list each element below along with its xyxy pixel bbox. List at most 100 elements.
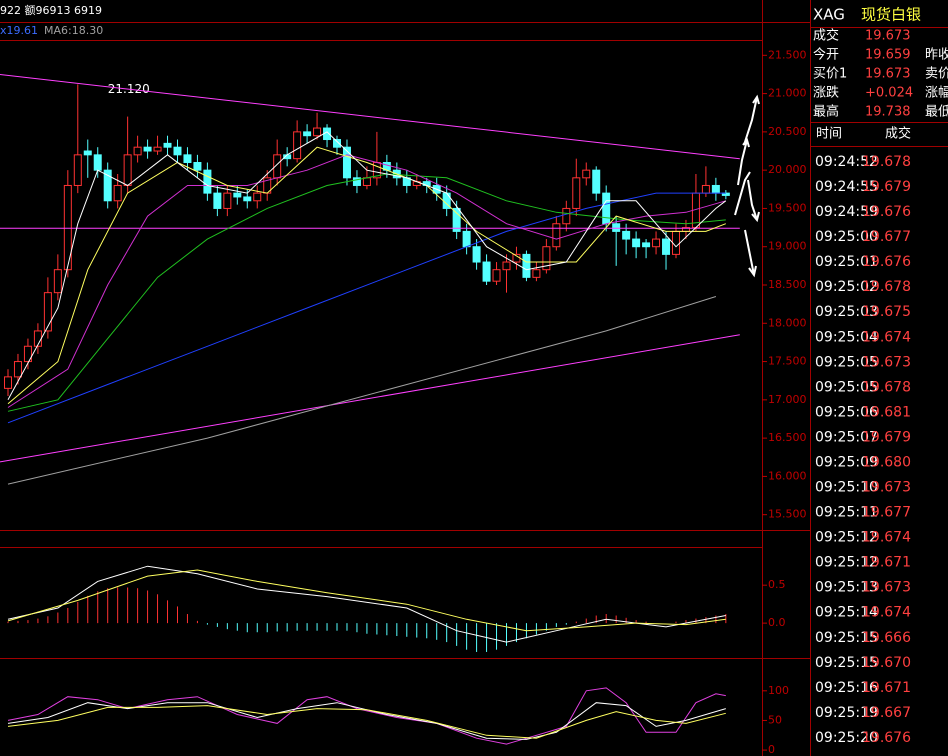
tick-time: 09:25:19 (815, 705, 878, 721)
tick-time: 09:25:01 (815, 254, 878, 270)
quote-label: 买价1 (813, 67, 847, 82)
y-tick-label: 0.5 (768, 578, 786, 591)
tick-price: 19.676 (862, 730, 911, 746)
candle-body (113, 184, 122, 202)
tick-time: 09:25:15 (815, 630, 878, 646)
candle-body (23, 345, 32, 363)
candle-body (502, 261, 511, 271)
tick-time: 09:25:13 (815, 580, 878, 596)
tick-price: 19.673 (862, 580, 911, 596)
tick-price: 19.676 (862, 254, 911, 270)
candle-body (362, 177, 371, 186)
tick-price: 19.678 (862, 379, 911, 395)
candle-body (143, 146, 152, 152)
candle-body (93, 154, 102, 171)
candle-body (4, 376, 12, 389)
quote-label: 成交 (813, 28, 839, 44)
symbol: XAG (813, 6, 845, 24)
tick-time: 09:24:59 (815, 204, 878, 220)
tick-price: 19.671 (862, 680, 911, 696)
candle-body (73, 154, 82, 186)
candle-body (83, 150, 92, 156)
quote-value: 19.738 (865, 105, 911, 120)
tick-price: 19.671 (862, 555, 911, 571)
indicator-line (7, 154, 726, 408)
candle-body (163, 142, 172, 148)
y-tick-label: 50 (768, 713, 782, 726)
y-tick-label: 0 (768, 743, 775, 756)
candle-body (123, 154, 132, 186)
tick-price: 19.674 (862, 530, 911, 546)
candle-body (542, 246, 551, 271)
candle-body (183, 154, 192, 163)
indicator-line (7, 296, 717, 485)
candle-body (711, 184, 720, 194)
symbol-name: 现货白银 (861, 6, 921, 24)
y-tick-label: 19.000 (768, 240, 807, 253)
tick-price: 19.674 (862, 605, 911, 621)
candle-body (492, 269, 501, 282)
tick-time: 09:25:12 (815, 555, 878, 571)
tick-price: 19.679 (862, 429, 911, 445)
candle-body (602, 192, 611, 225)
quote-value: 19.659 (865, 48, 911, 63)
candle-body (13, 361, 22, 378)
quote-label: 今开 (813, 47, 839, 63)
indicator-line (7, 702, 726, 740)
y-tick-label: 18.000 (768, 316, 807, 329)
y-tick-label: 21.500 (768, 48, 807, 61)
tick-price: 19.680 (862, 454, 911, 470)
indicator-line (0, 74, 740, 160)
candle-body (562, 207, 571, 225)
candle-body (243, 196, 252, 202)
candle-body (662, 238, 671, 255)
tick-time: 09:25:04 (815, 329, 878, 345)
quote-label: 昨收 (925, 48, 948, 63)
tick-price: 19.675 (862, 304, 911, 320)
tick-price: 19.673 (862, 480, 911, 496)
candle-body (103, 169, 112, 202)
candle-body (253, 192, 262, 202)
candle-body (193, 162, 202, 171)
candle-body (233, 192, 242, 198)
candle-body (642, 242, 651, 248)
tick-time: 09:25:05 (815, 354, 878, 370)
candle-body (213, 192, 222, 209)
indicator-line (7, 146, 726, 405)
quote-value: 19.673 (865, 67, 911, 82)
candle-body (482, 261, 491, 282)
tick-price: 19.673 (862, 354, 911, 370)
y-tick-label: 16.500 (768, 431, 807, 444)
quote-label: 涨跌 (813, 85, 839, 101)
y-tick-label: 17.500 (768, 355, 807, 368)
indicator-line (7, 565, 726, 643)
tick-price: 19.677 (862, 505, 911, 521)
candle-body (303, 131, 312, 137)
quote-label: 最低 (925, 105, 948, 120)
tick-time: 09:25:03 (815, 304, 878, 320)
tick-time: 09:25:09 (815, 454, 878, 470)
candle-body (133, 146, 142, 156)
quote-label: 最高 (813, 104, 839, 120)
tick-time: 09:25:12 (815, 530, 878, 546)
tick-time: 09:24:52 (815, 154, 878, 170)
quote-value: 19.673 (865, 29, 911, 44)
candle-body (632, 238, 641, 248)
candle-body (582, 169, 591, 179)
tick-time: 09:25:11 (815, 505, 878, 521)
y-tick-label: 20.000 (768, 163, 807, 176)
tick-time: 09:25:02 (815, 279, 878, 295)
quote-value: +0.024 (865, 86, 913, 101)
arrows (734, 94, 760, 278)
tick-price: 19.673 (862, 755, 911, 756)
candle-body (203, 169, 212, 194)
y-tick-label: 18.500 (768, 278, 807, 291)
candle-body (532, 269, 541, 278)
indicator-line (7, 569, 726, 632)
candle-body (63, 184, 72, 271)
candle-body (592, 169, 601, 194)
candle-body (721, 192, 730, 196)
tick-price: 19.674 (862, 329, 911, 345)
